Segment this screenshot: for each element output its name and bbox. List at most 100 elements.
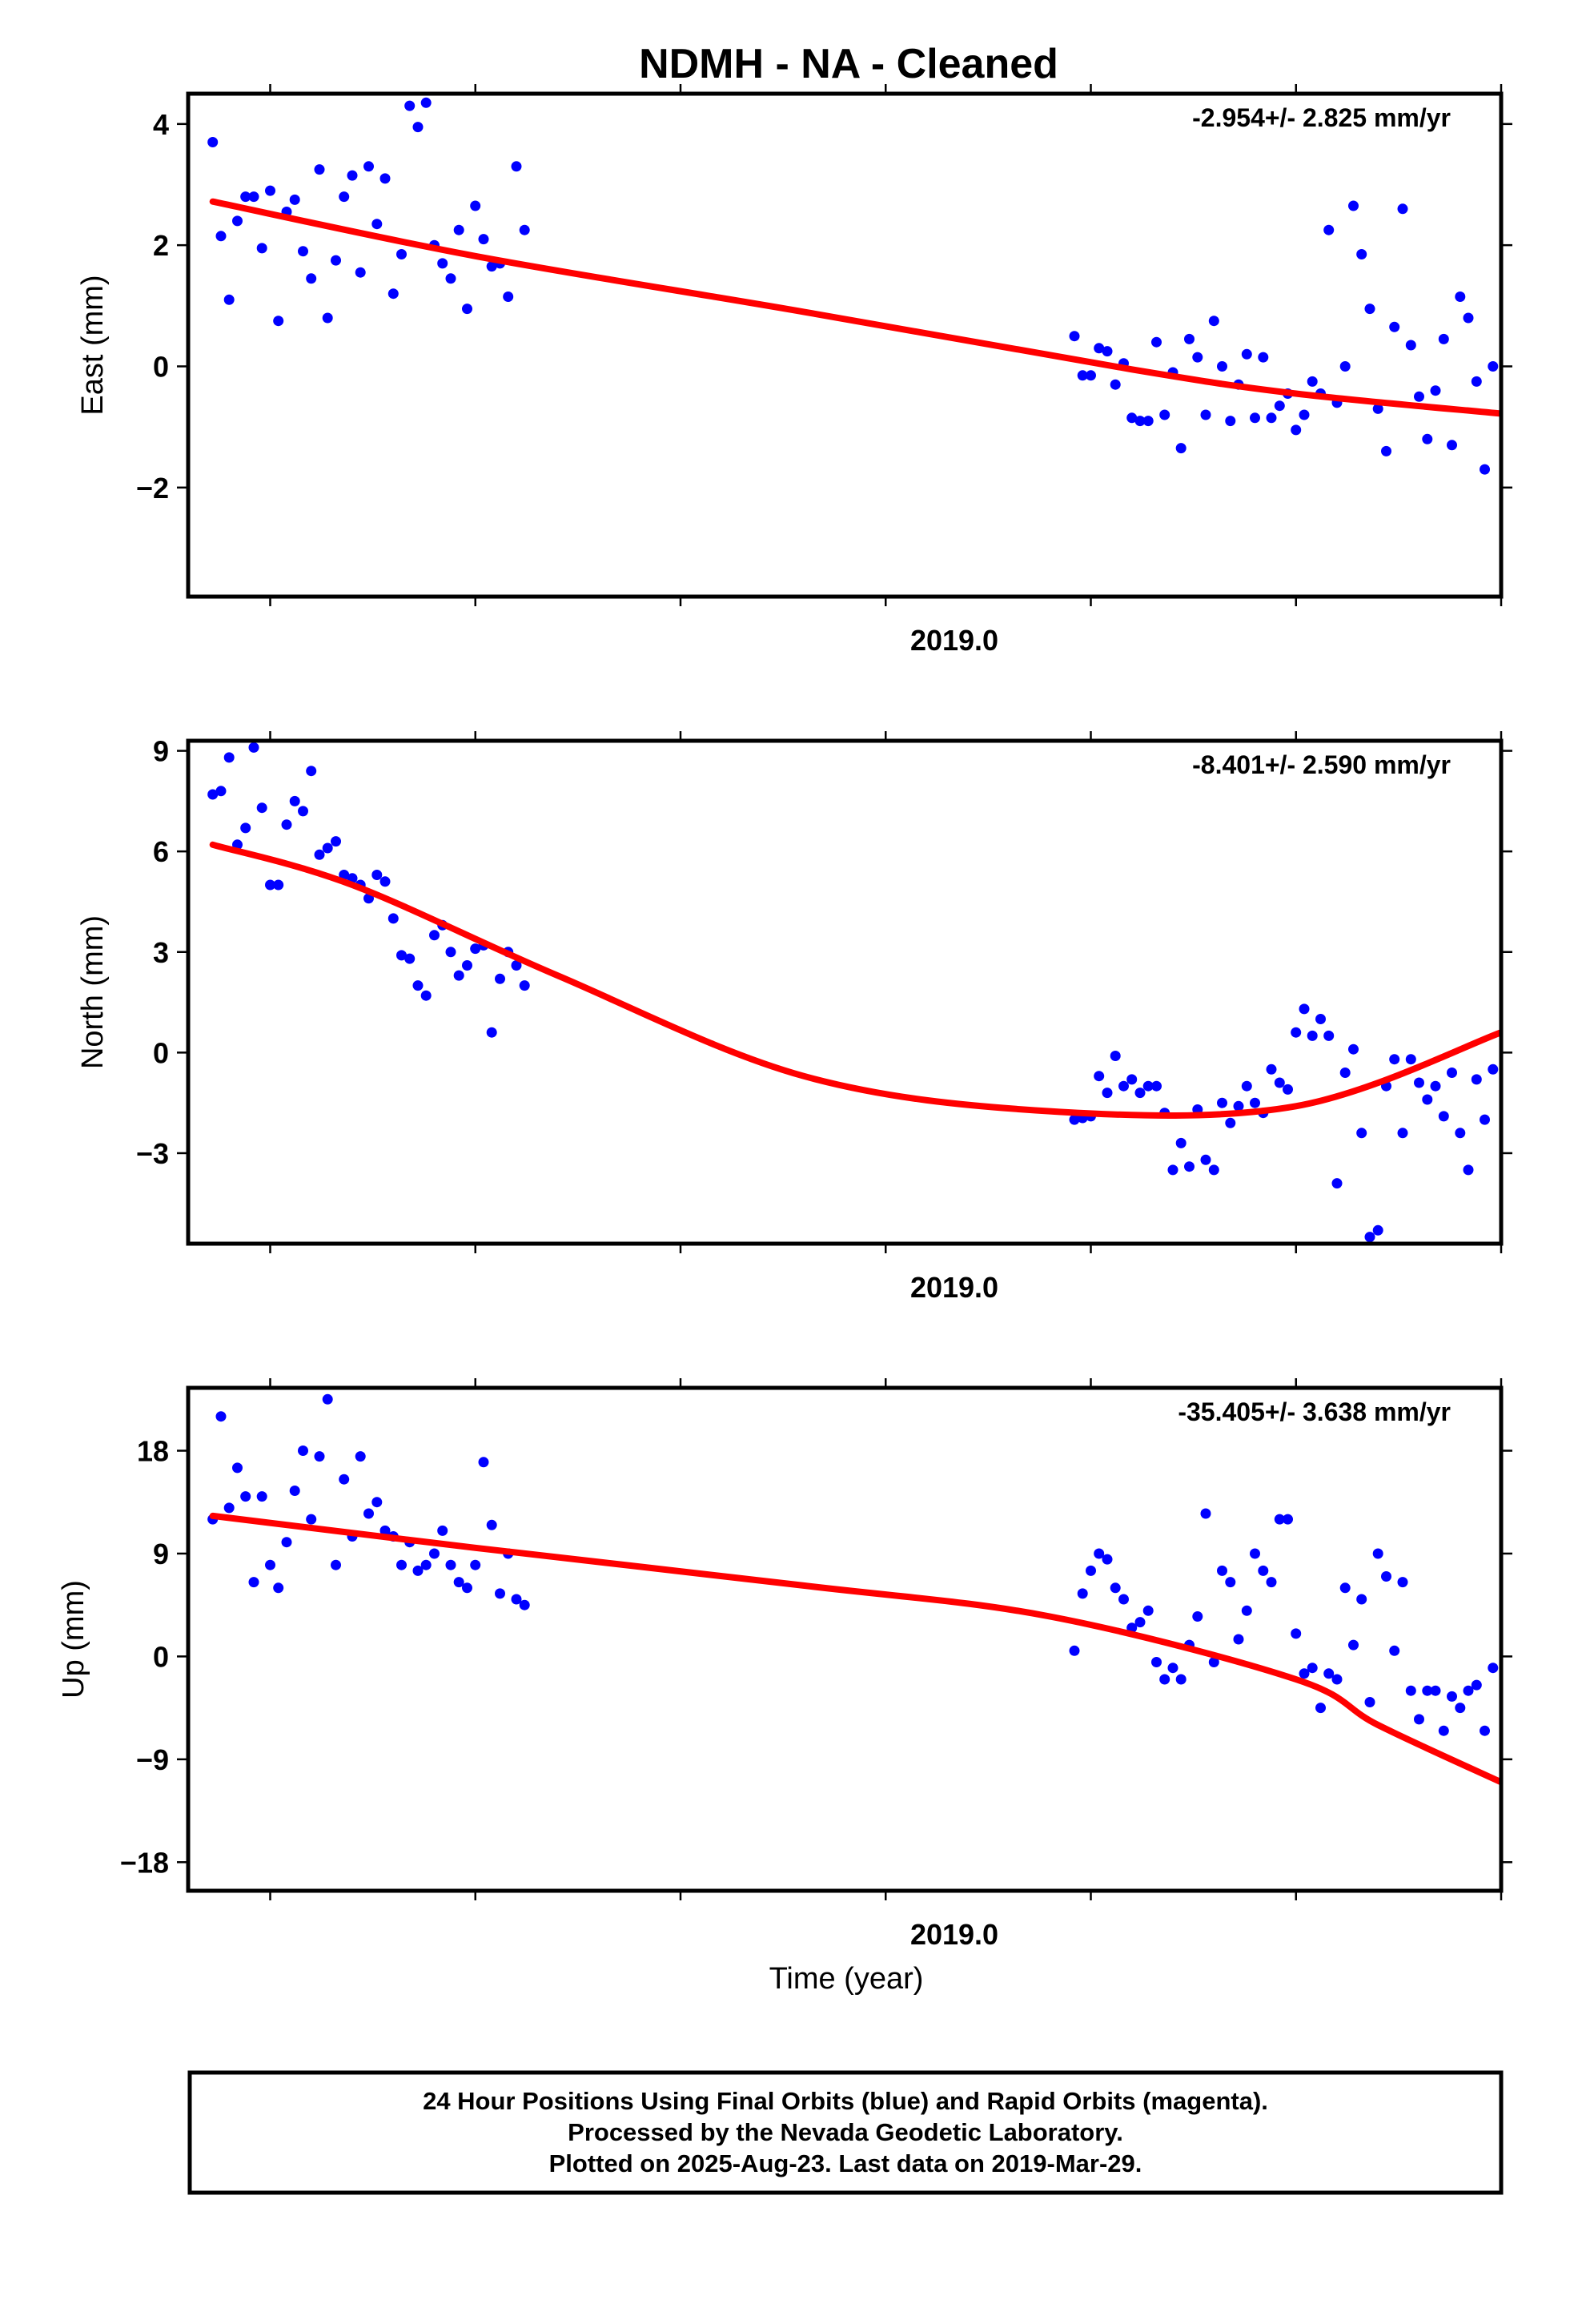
up-data-point (1397, 1577, 1408, 1588)
east-data-point (1307, 376, 1318, 387)
east-data-point (1241, 348, 1252, 360)
north-data-point (1200, 1154, 1211, 1165)
north-plot-area (207, 742, 1501, 1243)
up-y-tick-label: −18 (120, 1846, 169, 1879)
north-data-point (339, 870, 350, 880)
north-data-point (1184, 1161, 1195, 1172)
east-plot-area (207, 97, 1501, 475)
up-data-point (1077, 1588, 1088, 1599)
up-data-point (289, 1486, 300, 1496)
north-data-point (1348, 1043, 1359, 1055)
up-data-point (486, 1519, 497, 1530)
east-data-point (355, 267, 366, 278)
up-data-point (273, 1582, 284, 1594)
up-data-point (298, 1445, 308, 1456)
north-data-point (322, 842, 333, 854)
east-data-point (232, 215, 243, 227)
up-data-point (331, 1559, 341, 1570)
up-data-point (1200, 1508, 1211, 1519)
up-y-tick-label: 18 (137, 1435, 169, 1468)
east-rate-label: -2.954+/- 2.825 mm/yr (1192, 103, 1451, 132)
up-data-point (1110, 1582, 1121, 1594)
east-y-tick-label: 0 (153, 350, 169, 383)
east-data-point (1447, 440, 1457, 451)
up-data-point (322, 1393, 333, 1405)
north-data-point (1364, 1232, 1375, 1243)
north-data-point (207, 789, 219, 800)
up-data-point (281, 1537, 292, 1548)
east-y-axis-label: East (mm) (76, 275, 110, 415)
up-rate-label: -35.405+/- 3.638 mm/yr (1178, 1397, 1451, 1426)
north-data-point (1455, 1128, 1466, 1139)
east-data-point (1299, 409, 1310, 420)
north-data-point (1126, 1074, 1138, 1085)
east-data-point (265, 185, 275, 196)
north-frame (186, 738, 1504, 1246)
east-data-point (1438, 333, 1449, 344)
north-y-tick-label: 0 (153, 1036, 169, 1069)
east-panel: East (mm) -2.954+/- 2.825 mm/yr 2019.0 4… (76, 84, 1512, 657)
east-data-point (511, 161, 522, 172)
east-data-point (1077, 370, 1088, 381)
up-data-point (1233, 1634, 1244, 1645)
north-data-point (273, 879, 284, 891)
north-rate-label: -8.401+/- 2.590 mm/yr (1192, 750, 1451, 779)
up-data-point (1447, 1691, 1457, 1702)
north-data-point (1134, 1088, 1146, 1099)
up-y-tick-label: 9 (153, 1538, 169, 1570)
north-data-point (412, 980, 424, 991)
up-plot-area (207, 1393, 1501, 1786)
up-data-point (519, 1599, 530, 1610)
north-data-point (298, 806, 308, 817)
east-y-tick-label: 2 (153, 229, 169, 262)
east-data-point (445, 273, 456, 284)
east-data-point (1086, 370, 1096, 381)
north-data-point (1069, 1114, 1080, 1125)
north-data-point (314, 849, 325, 860)
up-data-point (1274, 1514, 1285, 1525)
up-data-point (1094, 1548, 1105, 1559)
east-data-point (322, 312, 333, 324)
up-data-point (355, 1451, 366, 1462)
east-data-point (404, 100, 416, 111)
east-data-point (1372, 403, 1383, 414)
up-data-point (1225, 1577, 1236, 1588)
east-data-point (306, 273, 317, 284)
north-data-point (420, 990, 432, 1001)
up-data-point (1339, 1582, 1351, 1594)
east-data-point (1151, 336, 1162, 348)
up-data-point (1086, 1565, 1096, 1576)
up-data-point (412, 1565, 424, 1576)
east-data-point (289, 194, 300, 205)
up-data-point (437, 1525, 448, 1536)
up-data-point (1405, 1685, 1416, 1696)
up-data-point (1307, 1663, 1318, 1674)
up-data-point (445, 1559, 456, 1570)
up-data-point (265, 1559, 275, 1570)
east-data-point (1397, 203, 1408, 215)
up-data-point (1348, 1639, 1359, 1651)
north-data-point (1274, 1077, 1285, 1088)
up-data-point (1331, 1674, 1343, 1685)
north-data-point (470, 943, 481, 955)
north-data-point (1356, 1128, 1367, 1139)
east-data-point (256, 243, 267, 254)
north-data-point (289, 795, 300, 806)
east-data-point (248, 191, 259, 203)
up-data-point (1323, 1668, 1335, 1679)
north-data-point (215, 786, 227, 797)
north-data-point (1094, 1071, 1105, 1082)
up-data-point (223, 1502, 235, 1514)
up-data-point (1134, 1617, 1146, 1628)
east-data-point (412, 122, 424, 133)
north-data-point (1175, 1137, 1186, 1148)
east-data-point (437, 258, 448, 269)
north-data-point (1405, 1054, 1416, 1065)
north-data-point (281, 819, 292, 830)
east-data-point (519, 224, 530, 235)
east-data-point (503, 292, 514, 302)
up-data-point (453, 1577, 464, 1588)
north-data-point (371, 870, 383, 880)
up-data-point (240, 1491, 251, 1502)
